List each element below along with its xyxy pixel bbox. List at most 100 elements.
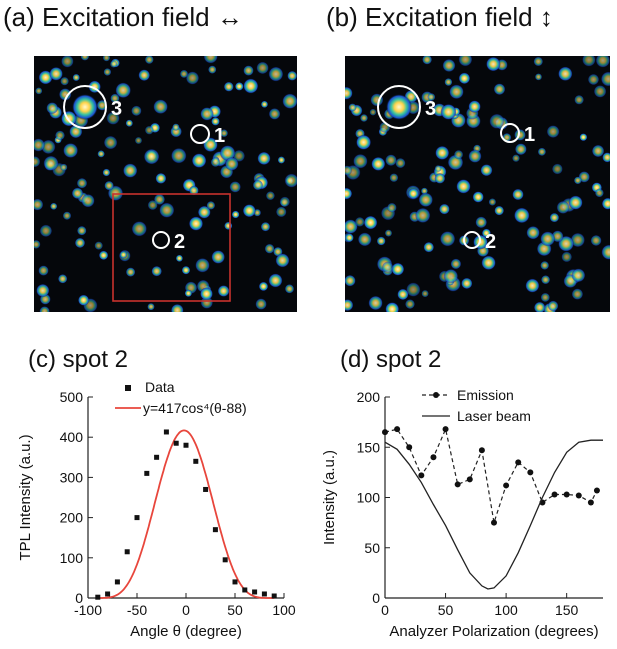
emission-spot bbox=[98, 250, 109, 260]
emission-spot bbox=[345, 187, 353, 200]
emission-spot bbox=[255, 298, 267, 310]
chart-c-data-point bbox=[134, 515, 140, 521]
emission-spot bbox=[558, 66, 573, 82]
emission-spot bbox=[252, 179, 264, 191]
emission-spot bbox=[537, 147, 547, 156]
emission-spot bbox=[115, 82, 132, 99]
chart-d-emission-point bbox=[394, 426, 401, 433]
emission-spot bbox=[602, 152, 610, 163]
emission-spot bbox=[203, 56, 218, 64]
chart-d-x-axis-label: Analyzer Polarization (degrees) bbox=[389, 623, 598, 640]
spot-marker-circle bbox=[152, 231, 170, 249]
emission-spot bbox=[189, 185, 199, 196]
chart-d-emission-point bbox=[442, 426, 449, 433]
emission-spot bbox=[125, 119, 133, 127]
emission-spot bbox=[275, 253, 290, 268]
emission-spot bbox=[345, 165, 353, 176]
emission-spot bbox=[110, 93, 120, 103]
emission-spot bbox=[58, 274, 68, 284]
emission-spot bbox=[38, 265, 49, 276]
chart-d-x-tick-label: 150 bbox=[555, 602, 579, 618]
emission-spot bbox=[481, 228, 491, 238]
emission-spot bbox=[357, 232, 372, 247]
spot-marker-circle bbox=[377, 85, 421, 129]
emission-spot bbox=[206, 201, 216, 210]
emission-spot bbox=[284, 284, 295, 294]
chart-d-emission-point bbox=[587, 499, 594, 506]
spot-marker-circle bbox=[63, 85, 107, 129]
emission-spot bbox=[345, 219, 358, 234]
emission-spot bbox=[49, 66, 63, 81]
emission-spot bbox=[106, 111, 120, 125]
chart-c-data-point bbox=[173, 440, 179, 446]
panel-b-image: 3 1 2 bbox=[345, 56, 610, 312]
emission-spot bbox=[593, 85, 607, 98]
emission-spot bbox=[590, 234, 602, 247]
emission-spot bbox=[579, 133, 588, 142]
panel-a-image: 3 1 2 bbox=[34, 56, 297, 312]
chart-d-y-tick-label: 0 bbox=[372, 590, 380, 606]
chart-d-y-tick-label: 50 bbox=[364, 540, 380, 556]
emission-spot bbox=[514, 143, 527, 156]
chart-d-legend-label: Laser beam bbox=[457, 408, 531, 424]
emission-spot bbox=[427, 93, 436, 101]
emission-spot bbox=[456, 179, 471, 194]
emission-spot bbox=[155, 172, 167, 184]
chart-c-y-tick-label: 200 bbox=[60, 510, 84, 526]
emission-spot bbox=[34, 138, 46, 152]
chart-c-data-point bbox=[183, 442, 189, 448]
emission-spot bbox=[103, 135, 118, 150]
emission-spot bbox=[224, 221, 233, 230]
emission-spot bbox=[275, 206, 287, 218]
emission-spot bbox=[122, 163, 138, 178]
emission-spot bbox=[58, 88, 72, 101]
chart-d-emission-point bbox=[406, 444, 413, 451]
emission-spot bbox=[256, 61, 269, 75]
spot-marker-circle bbox=[500, 123, 520, 143]
spot-label: 3 bbox=[111, 98, 122, 120]
emission-spot bbox=[415, 207, 431, 224]
panel-b-title: (b) Excitation field ↕ bbox=[326, 2, 553, 32]
emission-spot bbox=[220, 129, 229, 138]
emission-spot bbox=[243, 65, 254, 76]
chart-d-emission-point bbox=[551, 491, 558, 498]
emission-spot bbox=[265, 191, 275, 201]
chart-c-data-point bbox=[252, 589, 258, 595]
emission-spot bbox=[345, 233, 354, 243]
emission-spot bbox=[418, 192, 434, 208]
emission-spot bbox=[354, 216, 365, 227]
emission-spot bbox=[442, 58, 456, 73]
emission-spot bbox=[395, 157, 406, 169]
chart-d-y-axis-label: Intensity (a.u.) bbox=[321, 450, 338, 545]
spot-label: 1 bbox=[524, 124, 535, 146]
emission-spot bbox=[62, 211, 72, 220]
panel-b-micrograph: 3 1 2 bbox=[345, 56, 610, 312]
emission-spot bbox=[191, 153, 207, 168]
emission-spot bbox=[257, 151, 271, 166]
emission-spot bbox=[264, 243, 275, 254]
emission-spot bbox=[468, 100, 481, 113]
chart-d-y-tick-label: 200 bbox=[357, 389, 381, 405]
emission-spot bbox=[384, 229, 393, 237]
emission-spot bbox=[449, 84, 464, 100]
chart-c-y-tick-label: 400 bbox=[60, 429, 84, 445]
chart-c-data-point bbox=[95, 594, 101, 600]
emission-spot bbox=[450, 258, 462, 270]
emission-spot bbox=[468, 149, 482, 163]
panel-a-micrograph: 3 1 2 bbox=[34, 56, 297, 312]
emission-spot bbox=[170, 303, 184, 312]
emission-spot bbox=[81, 193, 95, 208]
chart-d-emission-point bbox=[563, 491, 570, 498]
emission-spot bbox=[493, 83, 506, 96]
chart-d-laser-line bbox=[384, 439, 603, 590]
chart-c-data-point bbox=[222, 557, 228, 563]
emission-spot bbox=[434, 165, 442, 172]
chart-c-fit-line bbox=[97, 429, 275, 599]
emission-spot bbox=[549, 212, 560, 223]
emission-spot bbox=[376, 236, 386, 246]
emission-spot bbox=[440, 103, 457, 120]
emission-spot bbox=[69, 124, 83, 139]
chart-d-x-tick-label: 100 bbox=[494, 602, 518, 618]
emission-spot bbox=[71, 187, 84, 200]
chart-d-emission-point bbox=[527, 469, 534, 476]
